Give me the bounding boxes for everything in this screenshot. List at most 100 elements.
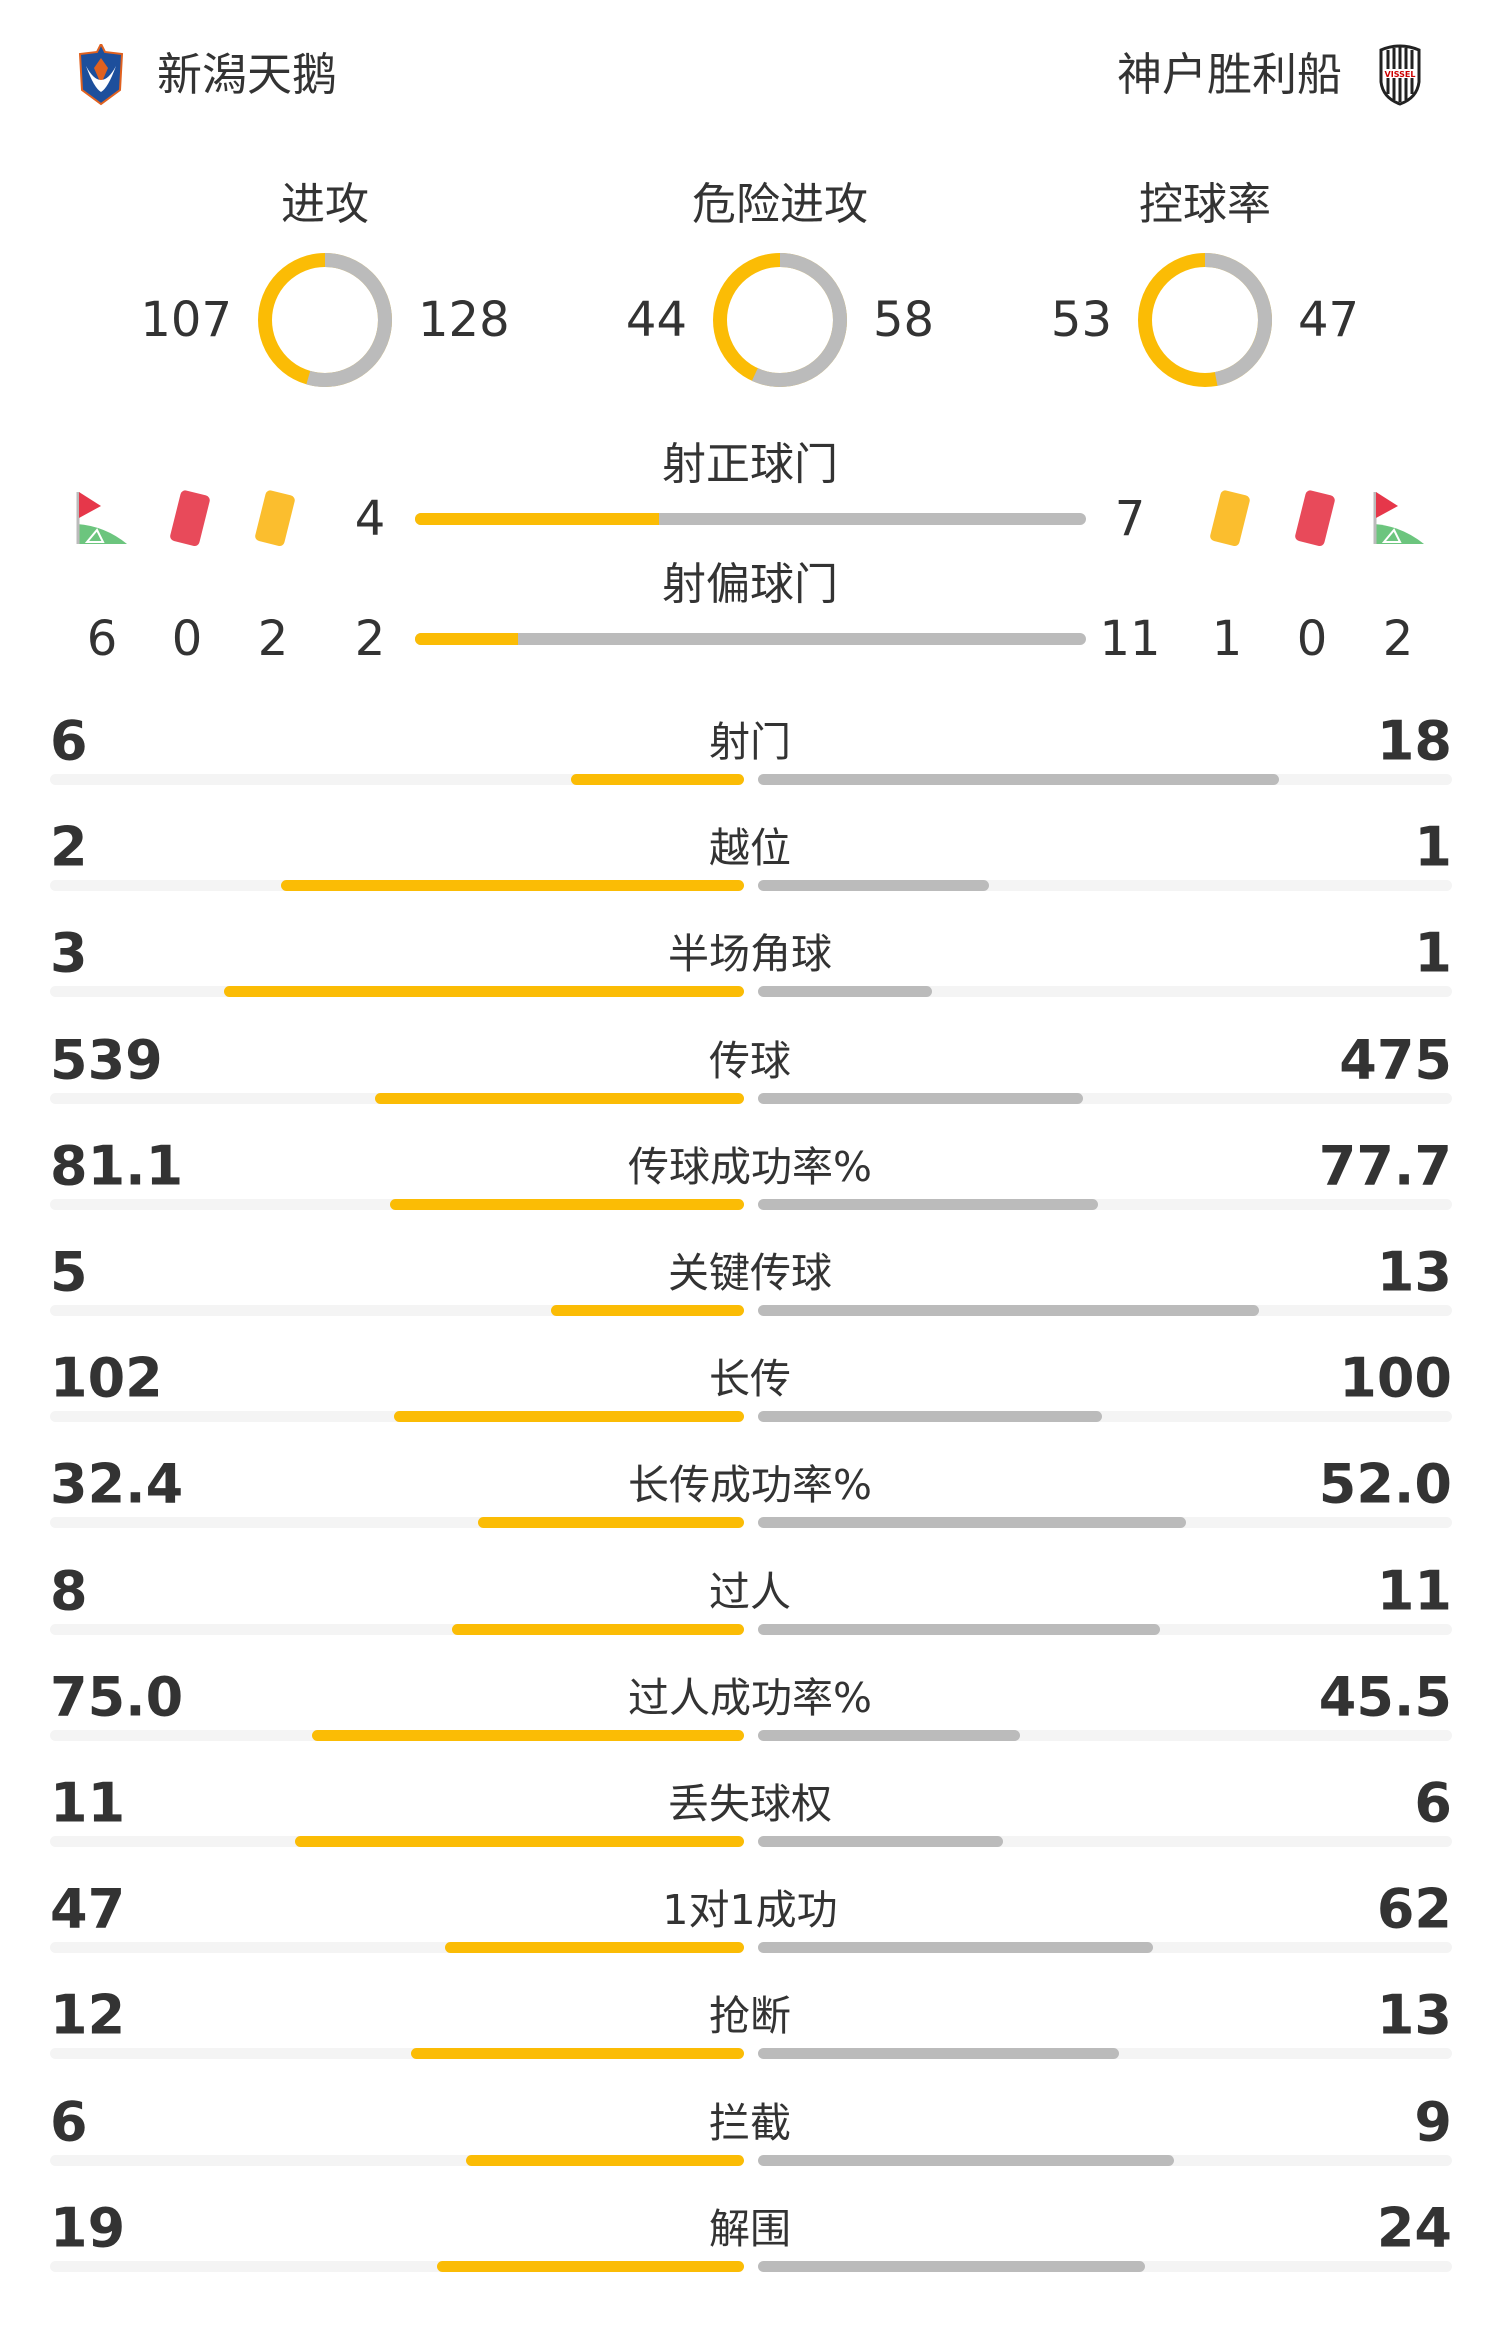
stat-away-bar (758, 2048, 1119, 2060)
away-shots-off-target: 11 (1099, 611, 1161, 667)
stat-home-track (50, 774, 744, 785)
stat-home-bar (477, 1517, 744, 1529)
stat-home-bar (281, 880, 744, 892)
red-card-icon (165, 488, 213, 548)
stat-label: 1对1成功 (662, 1886, 838, 1935)
stat-away-bar (758, 2154, 1175, 2166)
home-shots-off-target: 2 (354, 611, 386, 667)
away-team-logo: VISSEL (1377, 44, 1423, 106)
stat-label: 丢失球权 (668, 1780, 832, 1828)
stat-label: 过人成功率% (628, 1673, 872, 1722)
stat-home-bar (551, 1305, 744, 1316)
stat-home-value: 12 (50, 1983, 126, 2047)
home-team-name: 新潟天鹅 (157, 48, 338, 101)
donut-label: 控球率 (1139, 179, 1271, 230)
corner-flag-icon (75, 490, 129, 546)
stat-away-bar (758, 1092, 1084, 1104)
stat-away-bar (758, 1198, 1098, 1210)
home-yellow-cards: 2 (257, 611, 289, 667)
stat-away-value: 52.0 (1318, 1452, 1452, 1516)
stat-away-bar (758, 880, 990, 892)
stat-away-value: 9 (1414, 2090, 1452, 2154)
stat-away-track (758, 1517, 1452, 1529)
stat-home-bar (410, 2048, 744, 2060)
stat-home-track (50, 880, 744, 892)
donut-chart (713, 253, 847, 387)
stat-label: 解围 (709, 2204, 791, 2253)
stat-home-track (50, 2260, 744, 2272)
stat-away-track (758, 1729, 1452, 1741)
donut-away-value: 47 (1298, 292, 1360, 348)
stat-home-bar (389, 1198, 744, 1210)
stat-away-track (758, 2048, 1452, 2060)
donut-away-arc (1138, 253, 1272, 387)
donut-chart (1138, 253, 1272, 387)
stat-home-track (50, 2048, 744, 2060)
donut-home-value: 53 (1050, 292, 1112, 348)
home-red-cards: 0 (171, 611, 203, 667)
stat-home-bar (451, 1623, 744, 1635)
yellow-card-icon (250, 488, 298, 548)
red-card-icon (1290, 488, 1338, 548)
stat-away-value: 1 (1414, 921, 1452, 985)
stat-away-track (758, 1623, 1452, 1635)
stat-away-value: 475 (1339, 1028, 1452, 1092)
home-team-logo (78, 41, 124, 106)
stat-home-bar (223, 986, 744, 998)
stat-away-track (758, 774, 1452, 785)
stat-home-value: 5 (50, 1240, 88, 1304)
away-shots-on-target: 7 (1114, 491, 1146, 547)
home-corners: 6 (86, 611, 118, 667)
stat-away-track (758, 1411, 1452, 1423)
stat-home-track (50, 2154, 744, 2166)
stat-home-value: 75.0 (50, 1665, 184, 1729)
stat-away-value: 24 (1376, 2196, 1452, 2260)
donut-home-value: 44 (625, 292, 687, 348)
stat-home-bar (294, 1836, 744, 1847)
stat-home-value: 102 (50, 1346, 163, 1410)
stat-home-bar (312, 1729, 744, 1741)
stat-home-track (50, 1729, 744, 1741)
stat-home-value: 539 (50, 1028, 163, 1092)
stat-away-value: 100 (1339, 1346, 1452, 1410)
stat-home-track (50, 1411, 744, 1423)
stat-label: 抢断 (709, 1992, 791, 2041)
svg-text:VISSEL: VISSEL (1385, 70, 1416, 79)
stat-label: 越位 (709, 824, 791, 873)
stat-home-track (50, 1623, 744, 1635)
stat-away-bar (758, 1411, 1102, 1423)
donut-away-value: 58 (873, 292, 935, 348)
donut-away-arc (713, 253, 847, 387)
donut-home-value: 107 (140, 292, 232, 348)
stat-away-value: 45.5 (1318, 1665, 1452, 1729)
away-corners: 2 (1382, 611, 1414, 667)
stat-home-bar (570, 774, 744, 785)
stat-away-bar (758, 1623, 1160, 1635)
stat-away-track (758, 2260, 1452, 2272)
stat-away-bar (758, 986, 932, 998)
stat-away-value: 6 (1414, 1771, 1452, 1835)
stat-home-track (50, 1942, 744, 1954)
donut-away-value: 128 (418, 292, 510, 348)
stat-home-value: 11 (50, 1771, 126, 1835)
away-team-name: 神户胜利船 (1116, 48, 1342, 101)
stat-away-bar (758, 2260, 1146, 2272)
stat-away-track (758, 880, 1452, 892)
stat-away-bar (758, 1517, 1186, 1529)
stat-away-value: 13 (1376, 1240, 1452, 1304)
stat-away-bar (758, 1942, 1153, 1954)
stat-away-bar (758, 774, 1279, 785)
stat-away-bar (758, 1836, 1003, 1847)
stat-label: 长传成功率% (628, 1461, 872, 1510)
stat-away-value: 77.7 (1318, 1134, 1452, 1198)
stat-home-value: 32.4 (50, 1452, 184, 1516)
stat-home-track (50, 1092, 744, 1104)
stat-label: 过人 (709, 1567, 791, 1616)
stat-label: 半场角球 (668, 930, 832, 979)
stat-label: 关键传球 (668, 1249, 832, 1297)
home-shots-on-target: 4 (354, 491, 386, 547)
stat-home-track (50, 986, 744, 998)
stat-away-value: 13 (1376, 1983, 1452, 2047)
stat-home-bar (466, 2154, 744, 2166)
stat-away-bar (758, 1729, 1021, 1741)
